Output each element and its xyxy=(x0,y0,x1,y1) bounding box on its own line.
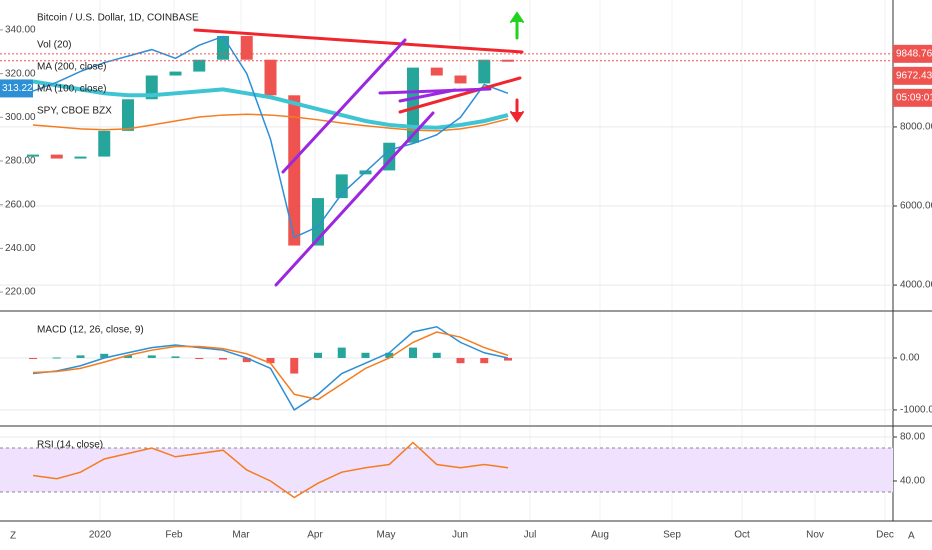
y-tick-label: -1000.00 xyxy=(900,405,932,416)
y2-tick-label: 260.00 xyxy=(5,199,36,210)
y2-tag xyxy=(0,79,33,98)
histogram-bar xyxy=(337,347,346,358)
series-line xyxy=(32,113,509,132)
histogram-bar xyxy=(147,355,156,358)
trend-line xyxy=(378,87,492,95)
histogram-bar xyxy=(195,357,204,360)
y2-tick-label: 340.00 xyxy=(5,25,36,36)
x-tick-label: Dec xyxy=(876,530,894,541)
corner-button[interactable]: Z xyxy=(10,531,16,542)
pane-title: Bitcoin / U.S. Dollar, 1D, COINBASE xyxy=(37,13,199,24)
y-tick-label: 6000.00 xyxy=(900,201,932,212)
histogram-bar xyxy=(480,357,489,364)
histogram-bar xyxy=(432,352,441,358)
trend-line xyxy=(193,28,524,54)
pane-title: RSI (14, close) xyxy=(37,440,103,451)
candle xyxy=(169,71,182,76)
rsi-band xyxy=(0,447,893,492)
histogram-bar xyxy=(171,356,180,358)
x-tick-label: Nov xyxy=(806,530,824,541)
candle xyxy=(430,67,443,76)
y-tick-label: 40.00 xyxy=(900,476,925,487)
up-arrow-head xyxy=(510,11,524,23)
x-tick-label: Mar xyxy=(232,530,250,541)
x-tick-label: May xyxy=(377,530,396,541)
histogram-bar xyxy=(314,352,322,358)
drawings xyxy=(193,11,524,287)
histogram-bar xyxy=(409,347,417,358)
histogram-bar xyxy=(242,357,251,363)
candle xyxy=(122,99,134,131)
trend-line xyxy=(398,76,522,114)
candle xyxy=(288,95,301,246)
candle xyxy=(335,174,348,199)
histogram-bar xyxy=(504,357,512,361)
histogram-bar xyxy=(52,357,61,359)
series-line xyxy=(32,331,509,401)
candle xyxy=(264,59,277,96)
x-tick-label: Jul xyxy=(524,530,537,541)
x-tick-label: 2020 xyxy=(89,530,112,541)
series-line xyxy=(32,326,509,411)
candle xyxy=(27,154,39,157)
x-tick-label: Jun xyxy=(452,530,468,541)
price-tag-label: 9672.43 xyxy=(896,70,932,81)
histogram-bar xyxy=(385,352,394,358)
histogram-bar xyxy=(290,357,299,374)
x-tick-label: Feb xyxy=(165,530,183,541)
x-tick-label: Sep xyxy=(663,530,681,541)
candle xyxy=(407,67,419,143)
histogram-bar xyxy=(219,357,227,360)
candle xyxy=(478,59,491,84)
price-tag xyxy=(893,44,932,63)
price-tag xyxy=(893,66,932,85)
candle xyxy=(217,35,229,60)
down-arrow-head xyxy=(510,111,524,123)
legend-entry: SPY, CBOE BZX xyxy=(37,106,112,117)
x-tick-label: Aug xyxy=(591,530,609,541)
legend-entry: MA (200, close) xyxy=(37,62,106,73)
candle xyxy=(240,35,253,60)
series-line xyxy=(32,441,509,499)
x-tick-label: Apr xyxy=(307,530,323,541)
price-tag-label: 9848.76 xyxy=(896,48,932,59)
candle xyxy=(98,130,111,157)
histogram-bar xyxy=(456,357,465,364)
y2-tick-label: 240.00 xyxy=(5,243,36,254)
trend-line xyxy=(281,38,407,174)
y-tick-label: 8000.00 xyxy=(900,122,932,133)
countdown-label: 05:09:01 xyxy=(896,92,932,103)
corner-button[interactable]: A xyxy=(908,531,915,542)
trend-line xyxy=(274,111,435,287)
countdown-tag xyxy=(893,88,932,107)
y-tick-label: 4000.00 xyxy=(900,280,932,291)
y2-tick-label: 280.00 xyxy=(5,156,36,167)
y2-tag-label: 313.22 xyxy=(2,83,33,94)
y2-tick-label: 320.00 xyxy=(5,68,36,79)
histogram-bar xyxy=(100,353,109,358)
y2-tick-label: 300.00 xyxy=(5,112,36,123)
y-tick-label: 80.00 xyxy=(900,432,925,443)
legend-entry: MA (100, close) xyxy=(37,84,106,95)
histogram-bar xyxy=(266,357,275,364)
pane-title: MACD (12, 26, close, 9) xyxy=(37,325,144,336)
histogram-bar xyxy=(361,352,370,358)
candle xyxy=(74,156,87,159)
candle xyxy=(50,154,63,159)
histogram-bar xyxy=(124,355,132,358)
series-line xyxy=(32,79,509,130)
legend-entry: Vol (20) xyxy=(37,40,71,51)
histogram-bar xyxy=(29,357,37,360)
y2-tick-label: 220.00 xyxy=(5,287,36,298)
y-tick-label: 0.00 xyxy=(900,353,920,364)
trend-line xyxy=(398,88,457,103)
candle xyxy=(193,59,206,72)
histogram-bar xyxy=(76,355,85,358)
candle xyxy=(454,75,467,84)
x-tick-label: Oct xyxy=(734,530,750,541)
